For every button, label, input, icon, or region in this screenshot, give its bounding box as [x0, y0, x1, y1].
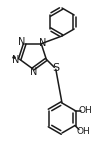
Text: N: N: [30, 67, 37, 77]
Text: N: N: [39, 38, 46, 48]
Text: N: N: [18, 37, 25, 47]
Text: OH: OH: [78, 106, 92, 115]
Text: S: S: [52, 63, 59, 73]
Text: N: N: [12, 55, 20, 65]
Text: OH: OH: [76, 127, 90, 137]
